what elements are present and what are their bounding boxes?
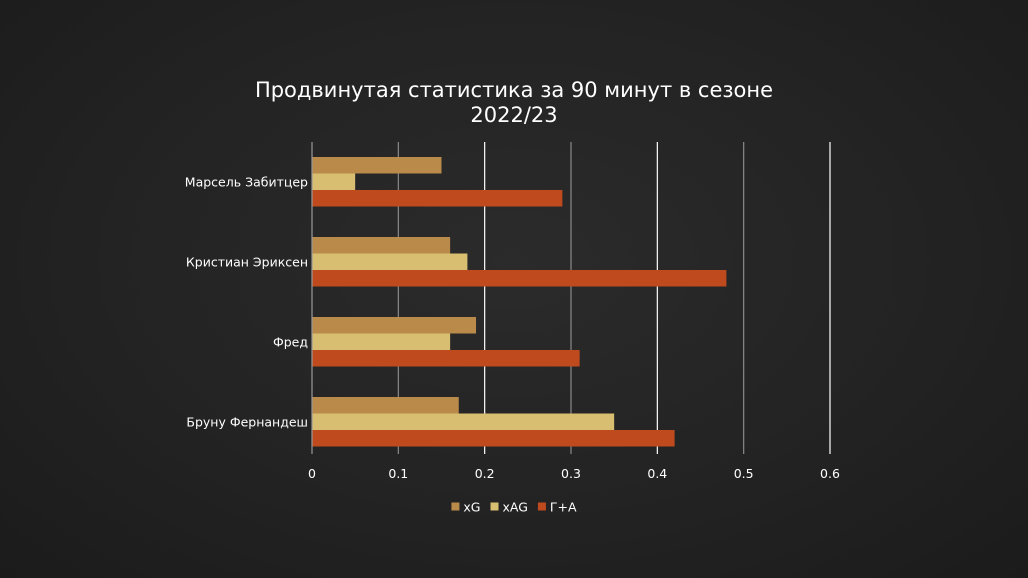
bar-xG (312, 157, 442, 174)
grid-lines (397, 142, 831, 454)
x-tick-label: 0 (308, 466, 316, 481)
x-tick-label: 0.3 (561, 466, 581, 481)
legend-label: xAG (503, 500, 528, 515)
legend-swatch-Г+А (537, 502, 546, 511)
legend-label: Г+А (550, 500, 577, 515)
category-label: Кристиан Эриксен (186, 254, 308, 269)
legend-label: xG (463, 500, 480, 515)
tick-labels: 0 0.1 0.2 0.3 0.4 0.5 0.6 (308, 466, 840, 481)
x-tick-label: 0.5 (734, 466, 754, 481)
bar-Г+А (312, 430, 675, 447)
bar-Г+А (312, 190, 563, 207)
bar-xAG (312, 253, 468, 270)
x-tick-label: 0.6 (820, 466, 840, 481)
x-tick-label: 0.4 (647, 466, 667, 481)
bar-Г+А (312, 270, 727, 287)
bar-xAG (312, 413, 615, 430)
legend-swatch-xG (451, 502, 460, 511)
legend-swatch-xAG (490, 502, 499, 511)
bar-xG (312, 317, 477, 334)
chart-title: Продвинутая статистика за 90 минут в сез… (254, 78, 774, 127)
category-label: Бруну Фернандеш (186, 414, 308, 429)
bar-xG (312, 397, 459, 414)
category-label: Фред (273, 334, 308, 349)
bar-xAG (312, 173, 356, 190)
bar-xAG (312, 333, 451, 350)
category-labels: Марсель Забитцер Кристиан Эриксен Фред Брун… (185, 174, 308, 429)
x-tick-label: 0.1 (388, 466, 408, 481)
x-tick-label: 0.2 (475, 466, 495, 481)
bar-xG (312, 237, 451, 254)
category-label: Марсель Забитцер (185, 174, 308, 189)
bars (312, 157, 727, 447)
bar-Г+А (312, 350, 580, 367)
legend: xG xAG Г+А (451, 500, 577, 515)
